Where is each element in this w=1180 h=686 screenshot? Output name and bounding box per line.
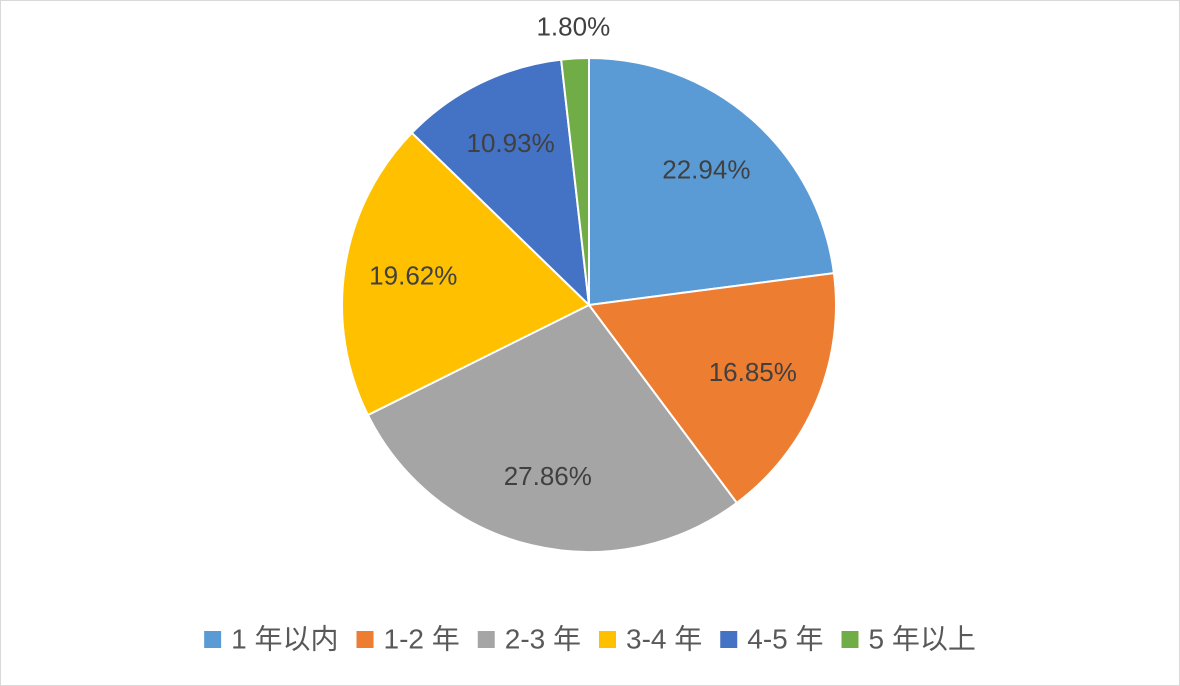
data-label: 22.94% (662, 154, 750, 184)
legend-swatch (204, 631, 222, 648)
legend-label: 1 年以内 (231, 623, 338, 654)
legend-swatch (477, 631, 495, 648)
legend-swatch (720, 631, 738, 648)
data-label: 16.85% (709, 357, 797, 387)
pie-slice (587, 271, 837, 505)
pie-slice (366, 303, 739, 553)
data-label: 19.62% (369, 260, 457, 290)
data-label: 10.93% (467, 128, 555, 158)
pie-slice (341, 131, 591, 417)
pie-slice (588, 56, 836, 307)
legend-label: 4-5 年 (747, 623, 823, 654)
data-label: 1.80% (536, 11, 610, 41)
legend: 1 年以内 1-2 年 2-3 年 3-4 年 4-5 年 5 年以上 (204, 623, 976, 654)
legend-swatch (599, 631, 616, 648)
data-labels: 22.94% 16.85% 27.86% 19.62% 10.93% 1.80% (369, 11, 797, 491)
legend-swatch (841, 631, 859, 648)
legend-swatch (356, 631, 374, 648)
legend-label: 5 年以上 (869, 623, 976, 654)
pie-slice (410, 58, 591, 308)
legend-label: 2-3 年 (505, 623, 581, 654)
legend-label: 3-4 年 (626, 623, 702, 654)
pie-slice (560, 56, 590, 306)
legend-label: 1-2 年 (384, 623, 460, 654)
pie (341, 56, 837, 553)
data-label: 27.86% (504, 461, 592, 491)
